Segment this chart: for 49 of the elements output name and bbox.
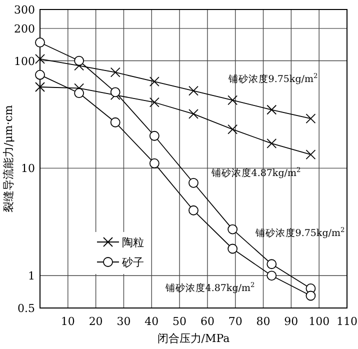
point — [35, 70, 45, 80]
point — [228, 244, 238, 254]
point — [266, 104, 277, 115]
x-tick-label: 40 — [144, 315, 159, 328]
point — [110, 117, 120, 128]
point — [228, 224, 238, 234]
point — [266, 138, 277, 148]
point — [188, 178, 198, 188]
y-tick-label: 10 — [21, 162, 35, 176]
point — [188, 86, 198, 96]
y-tick-label: 200 — [14, 22, 35, 36]
x-tick-label: 10 — [60, 315, 75, 328]
y-axis-title: 裂缝导流能力/μm·cm — [2, 104, 15, 212]
x-tick-label: 110 — [336, 315, 358, 328]
point — [149, 130, 160, 141]
point — [228, 95, 238, 106]
point — [74, 56, 84, 66]
point — [149, 76, 160, 87]
point — [110, 67, 120, 78]
y-tick-label: 300 — [14, 4, 35, 16]
x-tick-label: 70 — [228, 315, 242, 328]
point — [35, 38, 45, 48]
point — [188, 108, 198, 119]
point — [306, 150, 316, 160]
y-tick-label: 100 — [14, 54, 35, 68]
y-tick-label: 0.5 — [18, 302, 35, 315]
point — [149, 158, 160, 168]
x-tick-label: 80 — [256, 315, 270, 328]
x-tick-label: 20 — [88, 315, 103, 328]
point — [228, 124, 238, 134]
point — [149, 97, 160, 108]
x-tick-label: 100 — [308, 315, 330, 328]
point — [35, 54, 45, 64]
legend-label: 陶粒 — [122, 236, 144, 249]
x-tick-label: 50 — [172, 315, 187, 328]
point — [266, 259, 277, 270]
y-tick-label: 1 — [28, 270, 35, 283]
x-axis-title: 闭合压力/MPa — [157, 332, 230, 345]
point — [188, 205, 198, 216]
x-tick-label: 90 — [284, 315, 298, 328]
point — [306, 114, 316, 124]
x-tick-label: 30 — [116, 315, 131, 328]
x-tick-label: 60 — [200, 315, 214, 328]
point — [110, 87, 120, 98]
legend-label: 砂子 — [121, 256, 144, 269]
point — [74, 88, 84, 98]
point — [306, 290, 316, 301]
point — [35, 82, 45, 92]
point — [266, 270, 277, 281]
